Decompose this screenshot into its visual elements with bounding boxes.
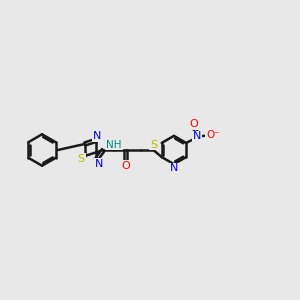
Text: S: S: [150, 140, 157, 149]
Text: N: N: [193, 131, 201, 142]
Text: NH: NH: [106, 140, 122, 149]
Text: O: O: [122, 161, 130, 171]
Text: N: N: [170, 164, 178, 173]
Text: N: N: [94, 159, 103, 169]
Text: O⁻: O⁻: [206, 130, 220, 140]
Text: S: S: [78, 154, 85, 164]
Text: N: N: [93, 131, 101, 141]
Text: O: O: [190, 119, 198, 129]
